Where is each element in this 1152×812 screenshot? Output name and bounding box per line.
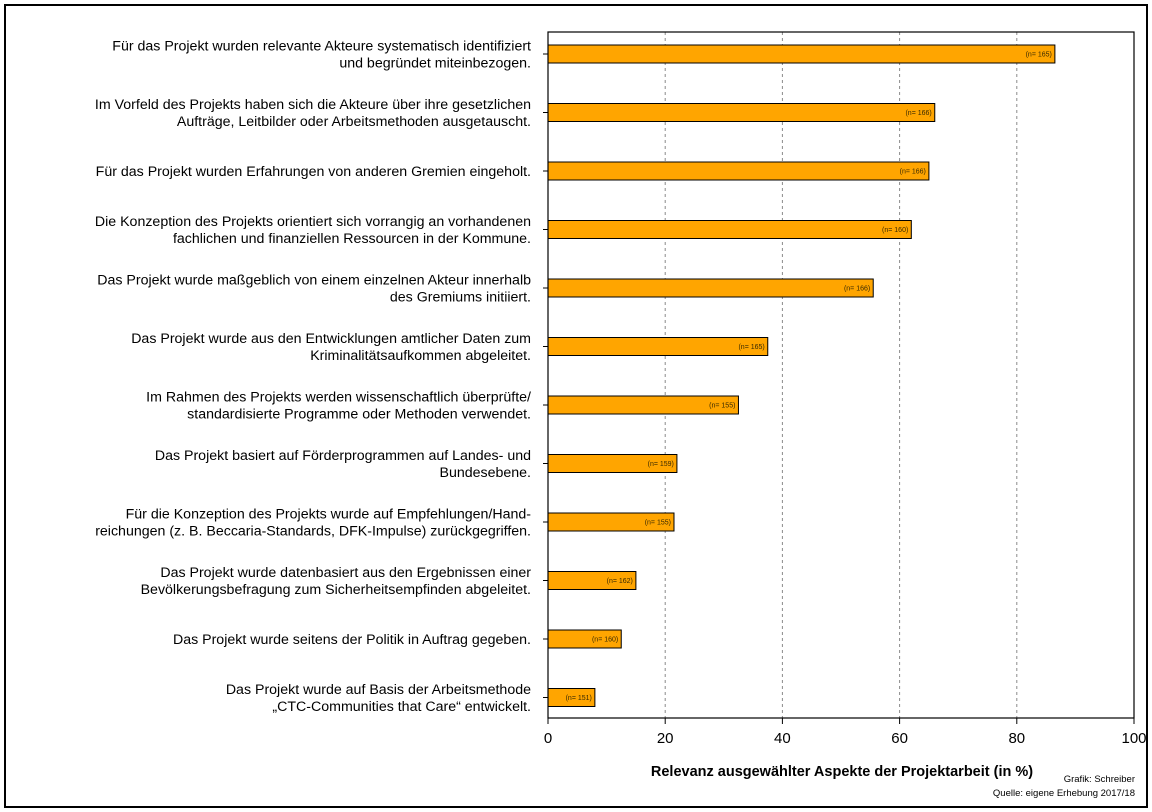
bars: (n= 165) (n= 166) (n= 166) (n= 160) (n= 166)… (547, 44, 1056, 707)
category-label-3-line-1: Für das Projekt wurden Erfahrungen von a… (96, 164, 531, 180)
category-label-8-line-1: Das Projekt basiert auf Förderprogrammen… (155, 448, 531, 464)
category-label-5-line-2: des Gremiums initiiert. (390, 290, 531, 306)
n-label-10: (n= 162) (607, 578, 633, 585)
n-label-8: (n= 159) (648, 461, 674, 468)
category-label-10-line-2: Bevölkerungsbefragung zum Sicherheitsemp… (141, 582, 531, 598)
category-label-6-line-1: Das Projekt wurde aus den Entwicklungen … (131, 331, 531, 347)
bar-4 (547, 220, 912, 239)
category-labels: Für das Projekt wurden relevante Akteure… (95, 39, 531, 716)
category-label-11-line-1: Das Projekt wurde seitens der Politik in… (173, 632, 531, 648)
category-label-7-line-1: Im Rahmen des Projekts werden wissenscha… (146, 390, 531, 406)
category-label-10-line-1: Das Projekt wurde datenbasiert aus den E… (160, 565, 531, 581)
n-label-1: (n= 165) (1026, 52, 1052, 59)
category-label-2-line-2: Aufträge, Leitbilder oder Arbeitsmethode… (177, 114, 531, 130)
category-label-12-line-1: Das Projekt wurde auf Basis der Arbeitsm… (226, 682, 531, 698)
x-tick-label-20: 20 (657, 730, 674, 747)
category-label-7-line-2: standardisierte Programme oder Methoden … (187, 407, 531, 423)
credit-author: Grafik: Schreiber (1064, 774, 1135, 785)
bar-5 (547, 278, 874, 298)
category-label-9-line-1: Für die Konzeption des Projekts wurde au… (126, 507, 532, 523)
x-tick-label-40: 40 (774, 730, 791, 747)
category-label-6-line-2: Kriminalitätsaufkommen abgeleitet. (310, 348, 531, 364)
n-label-9: (n= 155) (645, 520, 671, 527)
category-label-9-line-2: reichungen (z. B. Beccaria-Standards, DF… (95, 524, 531, 540)
category-label-5-line-1: Das Projekt wurde maßgeblich von einem e… (97, 273, 531, 289)
bar-6 (547, 337, 769, 356)
n-label-7: (n= 155) (709, 403, 735, 410)
n-label-5: (n= 166) (844, 286, 870, 293)
n-label-3: (n= 166) (900, 169, 926, 176)
category-label-1-line-2: und begründet miteinbezogen. (339, 56, 531, 72)
bar-2 (547, 103, 936, 122)
category-label-1-line-1: Für das Projekt wurden relevante Akteure… (112, 39, 531, 55)
n-label-6: (n= 165) (738, 344, 764, 351)
x-tick-label-60: 60 (891, 730, 908, 747)
bar-1 (547, 44, 1056, 64)
plot-area-border (547, 31, 1135, 719)
x-tick-label-100: 100 (1121, 730, 1146, 747)
bar-3 (547, 161, 930, 181)
n-label-4: (n= 160) (882, 227, 908, 234)
x-tick-label-0: 0 (544, 730, 552, 747)
category-label-4-line-1: Die Konzeption des Projekts orientiert s… (95, 214, 531, 230)
grid-lines (664, 32, 1018, 718)
n-label-12: (n= 151) (566, 695, 592, 702)
x-tick-label-80: 80 (1008, 730, 1025, 747)
category-label-12-line-2: „CTC-Communities that Care“ entwickelt. (272, 699, 531, 715)
n-label-2: (n= 166) (905, 110, 931, 117)
category-label-2-line-1: Im Vorfeld des Projekts haben sich die A… (95, 97, 531, 113)
x-axis: 0 20 40 60 80 100 (543, 31, 1147, 747)
credit-source: Quelle: eigene Erhebung 2017/18 (993, 788, 1135, 799)
x-axis-title: Relevanz ausgewählter Aspekte der Projek… (651, 764, 1033, 780)
category-label-4-line-2: fachlichen und finanziellen Ressourcen i… (173, 231, 531, 247)
category-label-8-line-2: Bundesebene. (439, 465, 531, 481)
n-label-11: (n= 160) (592, 637, 618, 644)
